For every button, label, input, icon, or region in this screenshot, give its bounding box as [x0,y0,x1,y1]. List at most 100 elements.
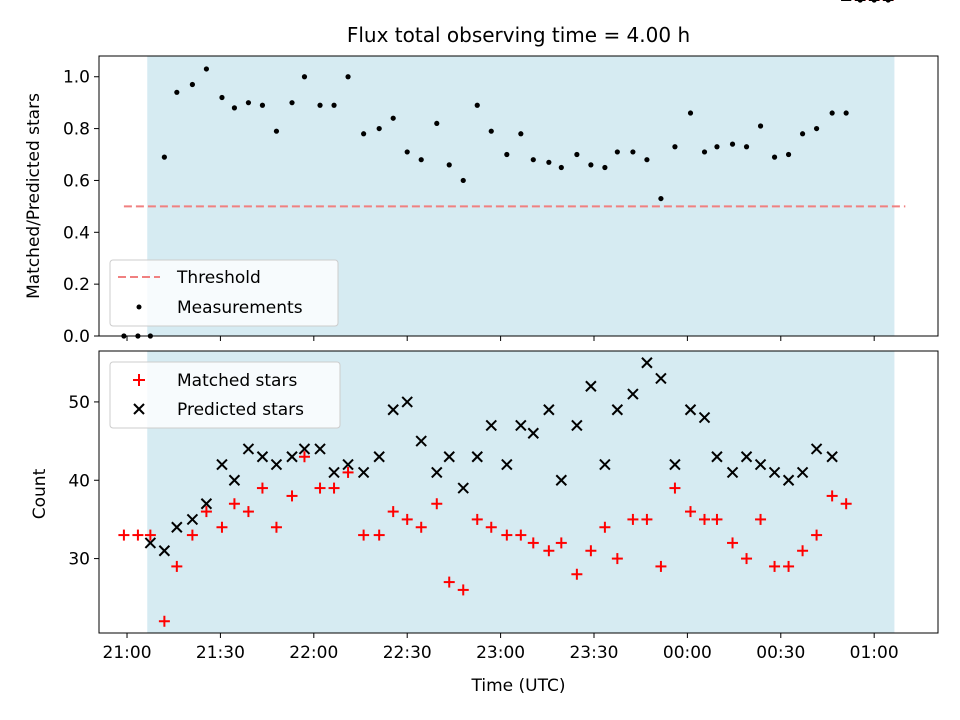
top-y-tick-label: 1.0 [63,68,90,88]
x-tick-label: 00:30 [756,643,805,663]
predicted-star-marker [768,466,781,479]
predicted-star-marker [158,545,171,557]
measurement-point [785,151,792,158]
top-y-tick-label: 0.0 [63,327,90,347]
matched-star-marker [755,513,767,525]
matched-star-marker [641,513,653,525]
measurement-point [813,125,820,132]
measurement-point [588,162,594,168]
matched-star-marker [358,529,370,541]
matched-star-marker [443,576,455,588]
top-y-tick-label: 0.4 [63,223,90,243]
matched-star-marker [286,490,298,502]
measurement-point [161,154,167,160]
top-panel: 0.0 0.2 0.4 0.6 0.8 1.0 Matched/Predicted sta… [24,0,939,347]
x-tick-label: 23:00 [476,643,525,663]
matched-star-marker [216,521,228,533]
predicted-star-marker [796,466,809,479]
matched-star-marker [501,529,513,541]
predicted-star-marker [270,458,283,471]
measurement-point [273,128,280,134]
measurement-point [530,157,536,163]
matched-star-marker [555,537,567,549]
measurement-point [434,120,440,127]
predicted-star-marker [342,458,354,471]
measurement-point [418,157,424,163]
predicted-star-marker [527,427,539,439]
matched-star-marker [611,553,623,565]
bottom-legend: Matched stars Predicted stars [109,361,341,429]
measurement-point [630,149,636,155]
x-tick-label: 01:00 [850,643,899,663]
measurement-point [203,66,210,72]
matched-star-marker [118,529,130,541]
legend-predicted-swatch [133,403,145,415]
matched-star-marker [314,482,326,494]
measurement-point [174,89,180,95]
matched-star-marker [627,513,639,525]
x-axis-label: Time (UTC) [471,676,566,696]
matched-star-marker [471,513,483,525]
measurement-point [231,105,238,111]
predicted-star-marker [826,451,838,463]
predicted-star-marker [186,513,199,526]
matched-star-marker [655,560,667,572]
measurement-point [361,131,367,137]
predicted-star-marker [256,451,269,463]
predicted-star-marker [555,474,568,486]
x-tick-label: 22:00 [289,643,338,663]
measurement-point [843,110,849,116]
matched-star-marker [256,482,268,494]
measurement-point [614,149,620,155]
measurement-point [743,144,750,150]
matched-star-marker [571,568,583,580]
predicted-star-marker [286,451,298,463]
matched-star-marker [741,553,753,565]
bottom-y-ticks: 30 40 50 [68,393,99,570]
matched-star-marker [242,506,254,518]
matched-star-marker [783,560,795,572]
measurement-point [390,115,396,121]
bottom-x-ticks: 21:00 21:30 22:00 22:30 23:00 23:30 00:00 00:30… [103,633,899,663]
measurement-point [518,131,524,137]
predicted-star-marker [571,419,583,432]
matched-star-marker [270,521,282,533]
predicted-star-marker [298,443,311,455]
predicted-star-marker [726,466,739,479]
measurement-point [714,144,720,150]
predicted-star-marker [443,451,455,463]
measurement-point [658,195,664,202]
predicted-star-marker [599,458,611,471]
measurement-point [672,144,678,150]
matched-star-marker [797,545,809,557]
bottom-y-tick-label: 40 [68,471,90,491]
predicted-star-marker [611,404,624,416]
matched-star-marker [826,490,838,502]
predicted-star-marker [216,458,228,471]
measurement-point [376,125,382,132]
measurement-point [771,154,778,160]
predicted-star-marker [314,443,326,455]
measurement-point [219,94,225,101]
predicted-star-marker [501,458,513,471]
legend-measurements-label: Measurements [177,298,303,318]
predicted-star-marker [754,458,767,471]
x-tick-label: 22:30 [383,643,432,663]
matched-star-marker [699,513,711,525]
top-series [121,0,906,339]
legend-predicted-label: Predicted stars [177,400,304,420]
matched-star-marker [415,521,427,533]
matched-star-marker [769,560,781,572]
matched-star-marker [669,482,681,494]
top-y-ticks: 0.0 0.2 0.4 0.6 0.8 1.0 [63,68,99,347]
predicted-star-marker [627,388,639,400]
predicted-star-marker [698,411,711,424]
measurement-point [757,123,764,129]
measurement-point [460,177,466,184]
x-tick-label: 21:30 [196,643,245,663]
chart-title: Flux total observing time = 4.00 h [347,23,690,47]
predicted-star-marker [171,521,183,533]
predicted-star-marker [810,443,823,455]
predicted-star-marker [543,404,555,416]
